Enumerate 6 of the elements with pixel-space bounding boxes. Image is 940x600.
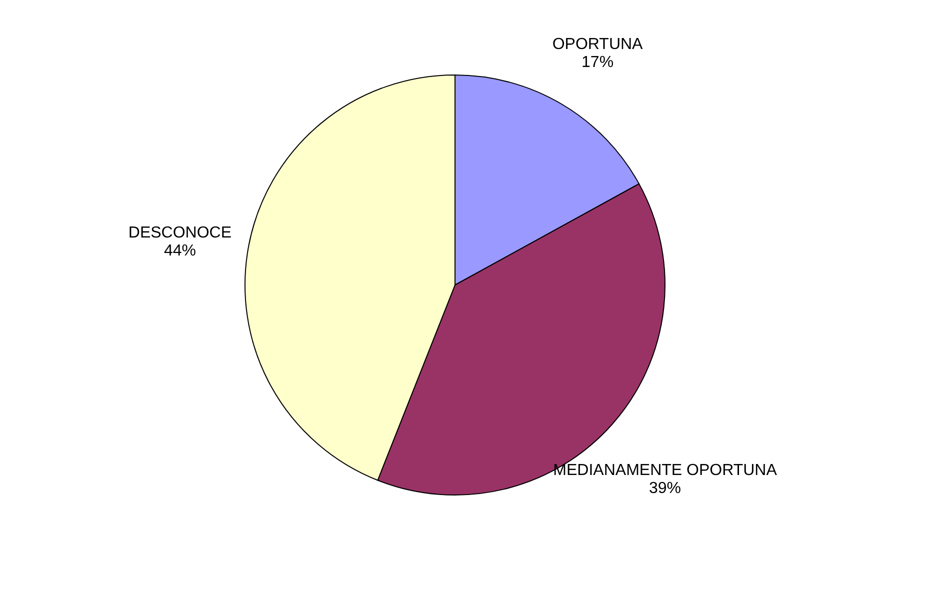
slice-label: OPORTUNA: [552, 36, 644, 53]
data-label: 39%: [649, 480, 682, 498]
data-label: 17%: [582, 54, 614, 71]
data-label: 44%: [164, 242, 196, 260]
slice-label: MEDIANAMENTE OPORTUNA: [553, 462, 778, 480]
slice-label: DESCONOCE: [128, 224, 232, 242]
